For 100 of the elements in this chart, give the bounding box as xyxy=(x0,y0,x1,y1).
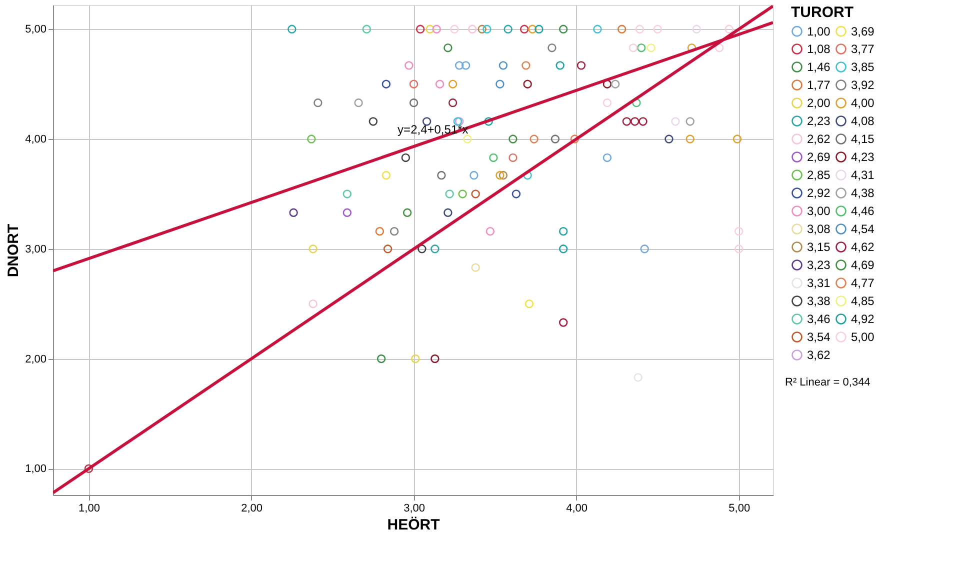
legend-label: 4,62 xyxy=(851,240,875,254)
legend-label: 3,00 xyxy=(807,204,831,218)
point xyxy=(444,43,452,52)
point xyxy=(362,24,372,34)
point xyxy=(524,299,534,308)
point xyxy=(404,61,414,70)
y-tick-label: 3,00 xyxy=(25,243,46,256)
point xyxy=(308,299,318,308)
point xyxy=(448,80,458,88)
point xyxy=(522,61,530,70)
legend-label: 4,23 xyxy=(851,150,875,164)
x-tick-label: 3,00 xyxy=(404,502,426,514)
legend-label: 2,69 xyxy=(807,150,831,164)
legend-label: 3,23 xyxy=(807,258,831,272)
point xyxy=(550,134,560,144)
point xyxy=(84,464,94,473)
point xyxy=(430,354,440,364)
legend-label: 4,85 xyxy=(851,294,875,308)
y-tick-label: 1,00 xyxy=(25,463,46,476)
point xyxy=(489,153,498,162)
x-tick-label: 2,00 xyxy=(241,502,262,514)
point xyxy=(435,80,444,88)
point xyxy=(512,190,521,198)
point xyxy=(715,43,724,52)
point xyxy=(382,80,391,88)
point xyxy=(508,153,518,162)
legend-label: 3,46 xyxy=(807,312,831,326)
point xyxy=(418,244,426,254)
point xyxy=(444,208,452,217)
legend-label: 3,08 xyxy=(807,222,831,236)
point xyxy=(523,80,532,88)
point xyxy=(622,117,632,126)
point xyxy=(558,318,568,327)
point xyxy=(376,354,386,364)
point xyxy=(458,190,467,198)
legend-label: 1,46 xyxy=(807,60,831,74)
legend-label: 1,77 xyxy=(807,78,831,92)
point xyxy=(671,117,680,126)
point xyxy=(686,134,694,144)
legend-label: 3,92 xyxy=(851,78,875,92)
point xyxy=(448,98,458,108)
legend-label: 4,69 xyxy=(851,258,875,272)
legend-label: 4,08 xyxy=(851,114,875,128)
legend-title: TURORT xyxy=(791,4,854,21)
legend-label: 3,62 xyxy=(807,348,831,362)
point xyxy=(504,24,512,34)
point xyxy=(528,24,537,34)
point xyxy=(307,134,316,144)
point xyxy=(354,98,363,108)
point xyxy=(401,153,410,162)
point xyxy=(508,134,518,144)
point xyxy=(288,24,296,34)
point xyxy=(368,117,378,126)
legend-label: 4,38 xyxy=(851,186,875,200)
legend-label: 2,62 xyxy=(807,132,831,146)
point xyxy=(411,354,420,364)
point xyxy=(496,170,504,180)
point xyxy=(686,117,694,126)
point xyxy=(548,43,556,52)
point xyxy=(471,190,480,198)
point xyxy=(634,373,642,382)
point xyxy=(534,24,544,34)
point xyxy=(383,244,392,254)
x-tick-label: 1,00 xyxy=(78,502,100,514)
x-tick-label: 4,00 xyxy=(566,502,588,514)
point xyxy=(478,24,486,34)
point xyxy=(570,134,580,144)
legend-label: 4,54 xyxy=(851,222,875,236)
point xyxy=(496,80,504,88)
point xyxy=(342,190,352,198)
point xyxy=(409,80,418,88)
legend-label: 2,00 xyxy=(807,96,831,110)
legend-label: 3,54 xyxy=(807,330,831,344)
point xyxy=(638,117,648,126)
legend-label: 4,77 xyxy=(851,276,875,290)
point xyxy=(461,61,470,70)
legend-label: 3,38 xyxy=(807,294,831,308)
point xyxy=(437,170,446,180)
y-axis-title: DNORT xyxy=(5,224,22,278)
legend-label: 1,08 xyxy=(807,42,831,56)
legend-label: 3,15 xyxy=(807,240,831,254)
point xyxy=(732,134,742,144)
point xyxy=(471,263,480,272)
point xyxy=(468,24,477,34)
point xyxy=(520,24,529,34)
legend-label: 3,85 xyxy=(851,60,875,74)
y-tick-label: 5,00 xyxy=(25,24,46,36)
point xyxy=(602,80,612,88)
point xyxy=(558,244,568,254)
point xyxy=(450,24,459,34)
point xyxy=(640,244,649,254)
point xyxy=(646,43,656,52)
point xyxy=(664,134,674,144)
legend-label: 3,77 xyxy=(851,42,875,56)
point xyxy=(426,24,434,34)
point xyxy=(724,24,734,34)
text: R² Linear = 0,344 xyxy=(785,376,870,388)
legend-label: 4,92 xyxy=(851,312,875,326)
x-axis-title: HEÖRT xyxy=(387,516,440,534)
point xyxy=(653,24,662,34)
